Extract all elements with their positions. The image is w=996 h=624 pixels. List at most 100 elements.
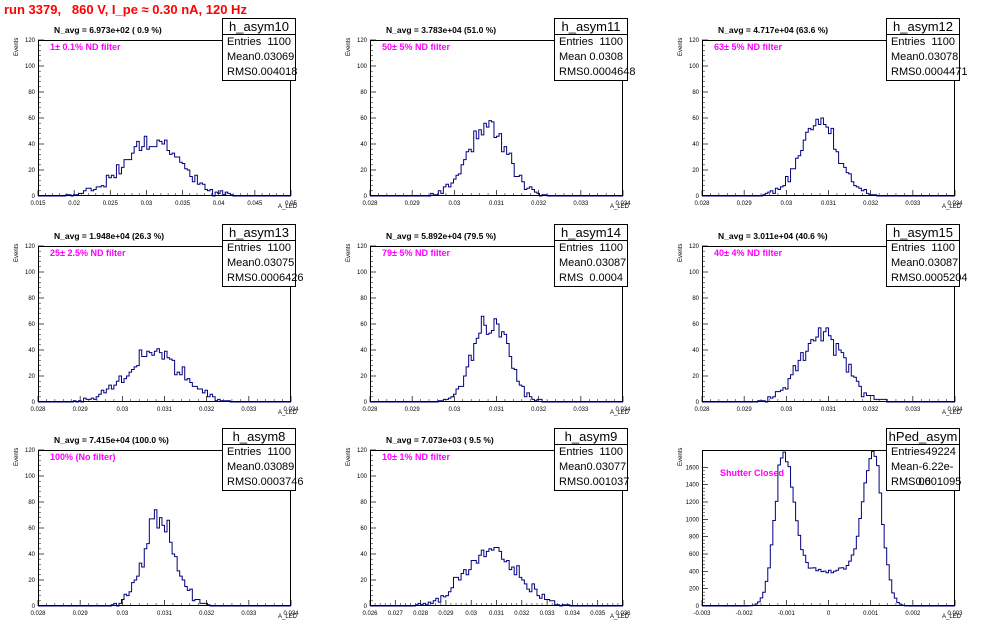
y-tick-label: 0	[32, 604, 36, 610]
y-tick-label: 400	[689, 569, 700, 575]
stats-label: Entries	[891, 446, 926, 458]
x-tick-label: 0.05	[285, 201, 297, 207]
y-axis-label: Events	[14, 447, 20, 466]
x-tick-label: 0.034	[947, 201, 963, 207]
y-tick-label: 600	[689, 552, 700, 558]
x-tick-label: -0.002	[736, 611, 754, 617]
stats-row-rms: RMS 0.0004648	[555, 65, 635, 80]
y-tick-label: 60	[28, 116, 35, 122]
x-tick-label: 0.029	[405, 201, 421, 207]
x-tick-label: 0.03	[116, 611, 128, 617]
x-tick-label: 0.029	[73, 611, 89, 617]
stats-row-mean: Mean 0.03069	[223, 50, 295, 65]
x-tick-label: 0.033	[573, 407, 589, 413]
x-tick-label: 0.034	[615, 407, 631, 413]
x-tick-label: 0.028	[362, 407, 378, 413]
stats-row-entries: Entries 49224	[887, 445, 959, 460]
stats-value: 0.0308	[589, 51, 623, 63]
y-tick-label: 60	[28, 322, 35, 328]
x-tick-label: 0.031	[489, 611, 505, 617]
stats-label: RMS	[891, 476, 916, 488]
y-tick-label: 1400	[686, 483, 700, 489]
y-tick-label: 1200	[686, 500, 700, 506]
histogram-title: h_asym8	[223, 429, 295, 445]
n-avg-label: N_avg = 3.783e+04 (51.0 %)	[386, 25, 497, 35]
y-tick-label: 40	[360, 348, 367, 354]
y-tick-label: 80	[360, 296, 367, 302]
x-tick-label: 0.03	[141, 201, 153, 207]
x-tick-label: 0.02	[68, 201, 80, 207]
histogram-pad-hPed_asym: 0 200 400 600 800 1000 1200 1400 1600 -0.003 -0.00…	[664, 428, 984, 624]
x-axis-label: A_LED	[610, 204, 630, 210]
stats-label: Entries	[891, 36, 926, 48]
stats-box: h_asym15 Entries 1100 Mean 0.03087 RMS 0.00052…	[886, 224, 967, 287]
filter-label: 1± 0.1% ND filter	[50, 42, 121, 52]
x-tick-label: 0.027	[388, 611, 404, 617]
stats-value: 0.0004648	[583, 66, 636, 78]
x-tick-label: 0.04	[213, 201, 225, 207]
stats-row-entries: Entries 1100	[887, 241, 959, 256]
y-tick-label: 20	[28, 374, 35, 380]
x-tick-label: 0.031	[821, 407, 837, 413]
histogram-pad-h_asym8: 0 20 40 60 80 100 120 0.028 0.029 0.03 0.031 0.032 0…	[0, 428, 320, 624]
y-tick-label: 100	[357, 270, 368, 276]
stats-row-mean: Mean 0.03087	[555, 256, 627, 271]
filter-label: 10± 1% ND filter	[382, 452, 450, 462]
stats-value: 0.0004	[589, 272, 623, 284]
stats-label: RMS	[227, 476, 252, 488]
stats-row-entries: Entries 1100	[555, 445, 627, 460]
y-tick-label: 0	[32, 194, 36, 200]
x-tick-label: -0.001	[778, 611, 796, 617]
x-axis-label: A_LED	[278, 204, 298, 210]
stats-label: RMS	[891, 66, 916, 78]
histogram-pad-h_asym11: 0 20 40 60 80 100 120 0.028 0.029 0.03 0.031 0.032 0…	[332, 18, 652, 214]
stats-row-mean: Mean 0.03087	[887, 256, 959, 271]
y-tick-label: 0	[696, 604, 700, 610]
x-tick-label: 0.03	[780, 201, 792, 207]
y-axis-label: Events	[346, 447, 352, 466]
histogram-h_asym13: 0 20 40 60 80 100 120 0.028 0.029 0.03 0.031 0.032 0…	[25, 244, 299, 413]
x-tick-label: 0.032	[863, 201, 879, 207]
y-tick-label: 40	[28, 552, 35, 558]
y-tick-label: 100	[689, 270, 700, 276]
x-tick-label: 0.028	[362, 201, 378, 207]
x-tick-label: 0.028	[413, 611, 429, 617]
histogram-series-h_asym15	[702, 327, 955, 403]
x-tick-label: 0	[827, 611, 831, 617]
x-tick-label: 0.034	[565, 611, 581, 617]
x-tick-label: 0.03	[780, 407, 792, 413]
histogram-pad-h_asym15: 0 20 40 60 80 100 120 0.028 0.029 0.03 0.031 0.032 0…	[664, 224, 984, 420]
x-tick-label: 0.033	[905, 407, 921, 413]
stats-row-rms: RMS 0.0005204	[887, 271, 967, 286]
filter-label: 63± 5% ND filter	[714, 42, 782, 52]
x-tick-label: 0.032	[199, 611, 215, 617]
stats-box: hPed_asym Entries 49224 Mean -6.22e-06 RMS 0.0…	[886, 428, 962, 491]
stats-row-entries: Entries 1100	[555, 35, 627, 50]
stats-label: Entries	[559, 36, 594, 48]
y-tick-label: 120	[25, 38, 36, 44]
stats-value: 0.001095	[915, 476, 962, 488]
histogram-series-h_asym8	[38, 509, 291, 607]
histogram-title: h_asym15	[887, 225, 959, 241]
n-avg-label: N_avg = 7.073e+03 ( 9.5 %)	[386, 435, 494, 445]
histogram-title: hPed_asym	[887, 429, 959, 445]
histogram-series-h_asym11	[370, 120, 623, 197]
y-tick-label: 200	[689, 587, 700, 593]
x-tick-label: 0.045	[247, 201, 263, 207]
stats-label: RMS	[891, 272, 916, 284]
y-tick-label: 0	[696, 400, 700, 406]
x-tick-label: 0.003	[947, 611, 963, 617]
stats-label: Mean	[227, 257, 255, 269]
histogram-pad-h_asym14: 0 20 40 60 80 100 120 0.028 0.029 0.03 0.031 0.032 0…	[332, 224, 652, 420]
stats-value: 0.0004471	[915, 66, 968, 78]
stats-row-rms: RMS 0.001095	[887, 475, 962, 490]
histogram-pad-h_asym13: 0 20 40 60 80 100 120 0.028 0.029 0.03 0.031 0.032 0…	[0, 224, 320, 420]
y-tick-label: 100	[25, 270, 36, 276]
y-tick-label: 20	[360, 374, 367, 380]
stats-value: 1100	[599, 36, 623, 48]
y-tick-label: 100	[357, 64, 368, 70]
stats-box: h_asym12 Entries 1100 Mean 0.03078 RMS 0.00044…	[886, 18, 967, 81]
x-tick-label: 0.025	[103, 201, 119, 207]
x-tick-label: 0.031	[157, 407, 173, 413]
stats-box: h_asym9 Entries 1100 Mean 0.03077 RMS 0.001037	[554, 428, 629, 491]
